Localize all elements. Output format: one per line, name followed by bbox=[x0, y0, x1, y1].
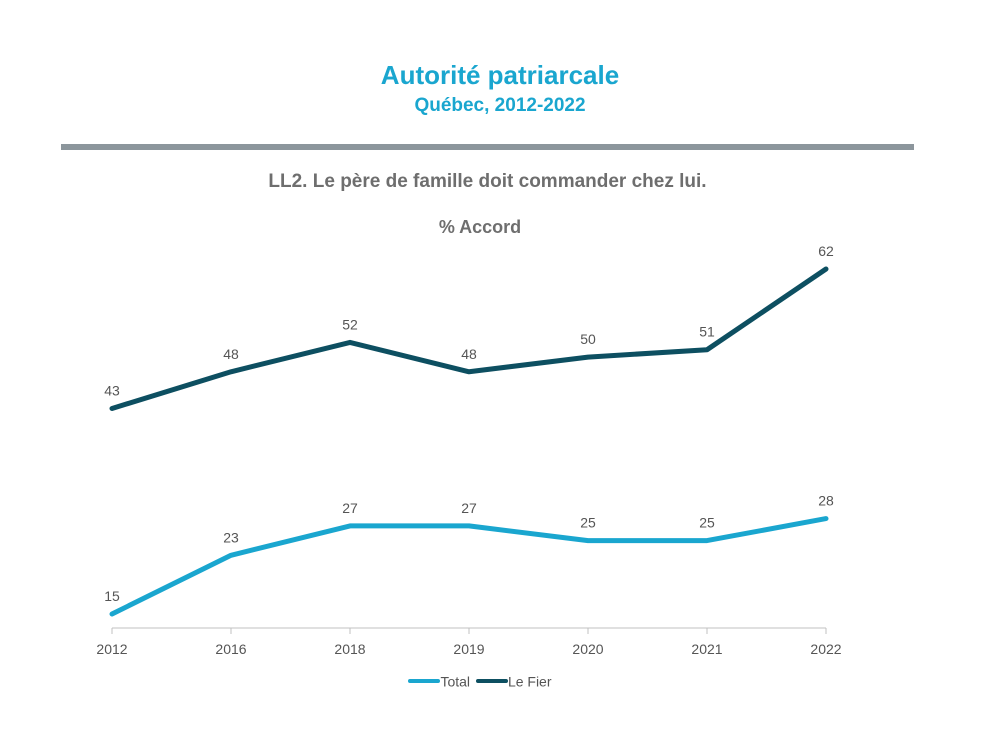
data-label-total: 25 bbox=[580, 515, 596, 531]
data-label-total: 23 bbox=[223, 529, 239, 545]
legend-item-le-fier[interactable]: Le Fier bbox=[475, 672, 552, 690]
data-label-total: 28 bbox=[818, 493, 834, 509]
data-label-le-fier: 48 bbox=[461, 346, 477, 362]
data-label-le-fier: 43 bbox=[104, 382, 120, 398]
x-tick-label: 2016 bbox=[215, 641, 246, 657]
chart-title: Autorité patriarcale bbox=[380, 60, 620, 90]
legend-swatch-total bbox=[408, 679, 441, 684]
data-labels: 15 23 27 27 25 25 28 43 48 52 48 50 51 62 bbox=[104, 243, 834, 604]
data-label-le-fier: 62 bbox=[818, 243, 834, 259]
x-tick-label: 2020 bbox=[572, 641, 603, 657]
x-axis-ticks: 2012 2016 2018 2019 2020 2021 2022 bbox=[96, 628, 842, 657]
data-label-total: 15 bbox=[104, 588, 120, 604]
legend-swatch-le-fier bbox=[475, 679, 508, 684]
x-tick-label: 2022 bbox=[810, 641, 841, 657]
data-label-total: 27 bbox=[461, 500, 477, 516]
series-line-total bbox=[109, 516, 829, 617]
data-label-total: 25 bbox=[699, 515, 715, 531]
x-tick-label: 2018 bbox=[334, 641, 365, 657]
series-lines bbox=[109, 266, 829, 617]
data-label-le-fier: 48 bbox=[223, 346, 239, 362]
data-label-le-fier: 51 bbox=[699, 324, 715, 340]
legend-item-total[interactable]: Total bbox=[408, 672, 470, 689]
data-label-le-fier: 50 bbox=[580, 331, 596, 347]
measure-label: % Accord bbox=[438, 217, 522, 237]
legend: Total Le Fier bbox=[0, 672, 960, 689]
x-tick-label: 2021 bbox=[691, 641, 722, 657]
x-tick-label: 2012 bbox=[96, 641, 127, 657]
chart-subtitle: Québec, 2012-2022 bbox=[414, 95, 586, 116]
series-line-le-fier bbox=[109, 266, 829, 411]
data-label-le-fier: 52 bbox=[342, 316, 358, 332]
legend-label-le-fier: Le Fier bbox=[507, 673, 552, 690]
x-tick-label: 2019 bbox=[453, 641, 484, 657]
title-divider bbox=[61, 144, 914, 150]
question-text: LL2. Le père de famille doit commander c… bbox=[268, 171, 707, 192]
legend-label-total: Total bbox=[440, 673, 471, 690]
data-label-total: 27 bbox=[342, 500, 358, 516]
